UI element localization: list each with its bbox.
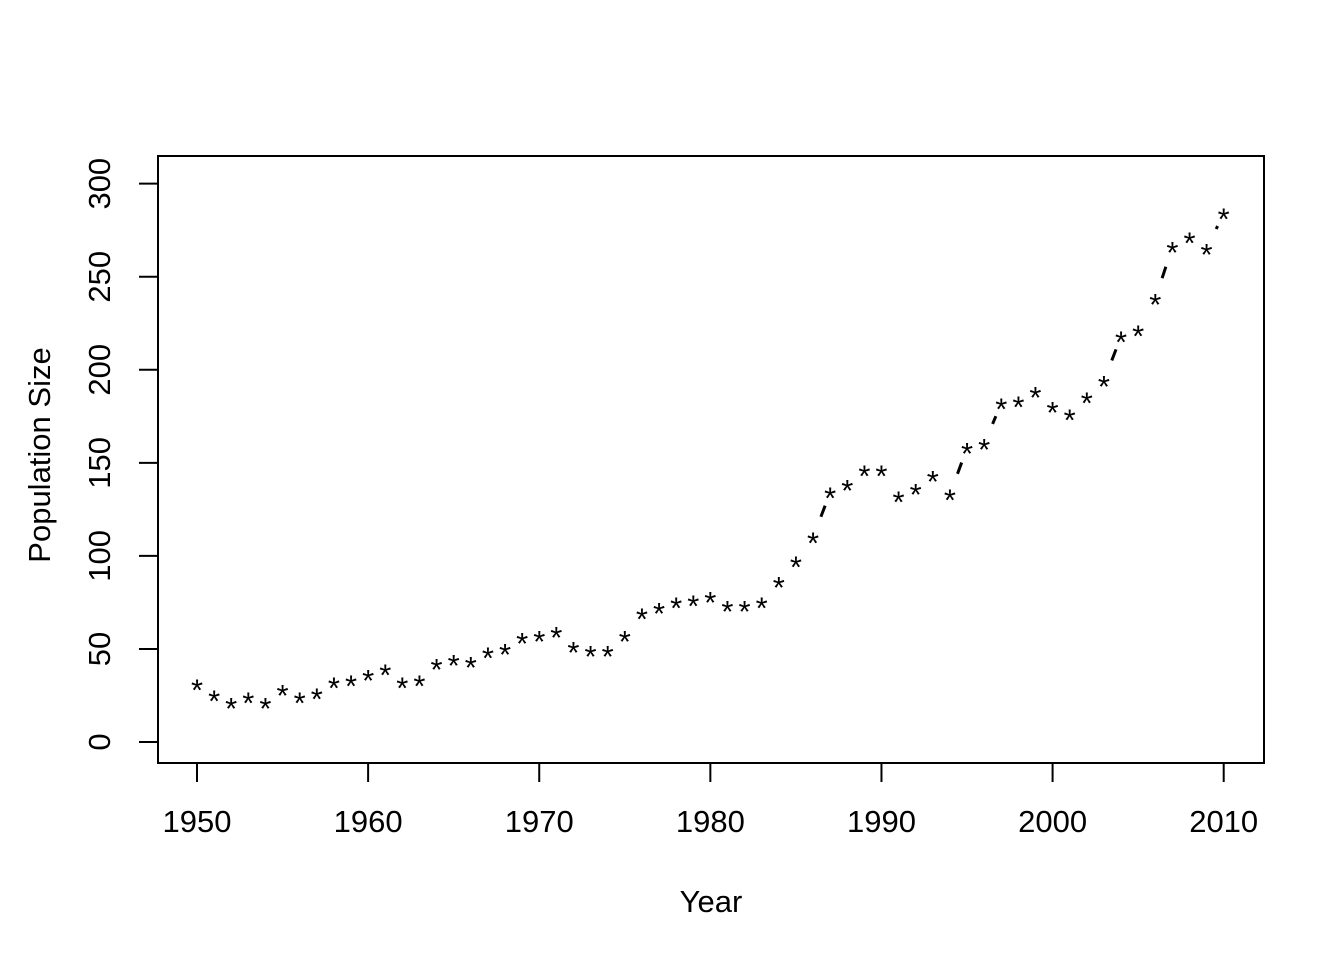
data-point-2001: *: [1064, 402, 1076, 437]
y-axis-ticks: [139, 182, 158, 743]
data-point-2008: *: [1183, 226, 1195, 261]
data-point-1959: *: [345, 669, 357, 704]
x-tick-label: 2000: [1018, 804, 1087, 839]
data-point-1973: *: [585, 639, 597, 674]
data-point-1991: *: [893, 484, 905, 519]
data-point-1961: *: [379, 657, 391, 692]
data-point-1968: *: [499, 637, 511, 672]
y-tick-label: 150: [82, 437, 117, 489]
y-tick-label: 300: [82, 158, 117, 210]
data-point-2004: *: [1115, 324, 1127, 359]
data-point-1989: *: [858, 458, 870, 493]
data-point-2007: *: [1166, 235, 1178, 270]
data-point-1962: *: [396, 670, 408, 705]
data-point-1970: *: [533, 624, 545, 659]
data-point-1954: *: [259, 691, 271, 726]
data-point-1990: *: [875, 458, 887, 493]
y-axis-title: Population Size: [22, 347, 57, 562]
data-point-1993: *: [927, 464, 939, 499]
plot-box: [157, 155, 1265, 764]
y-tick-label: 200: [82, 344, 117, 396]
x-tick-label: 1950: [163, 804, 232, 839]
data-point-1977: *: [653, 596, 665, 631]
data-point-1999: *: [1029, 380, 1041, 415]
line-segment: [816, 505, 827, 525]
data-point-1981: *: [721, 594, 733, 629]
x-tick-label: 1960: [334, 804, 403, 839]
data-point-1987: *: [824, 481, 836, 516]
data-point-1976: *: [636, 602, 648, 637]
data-point-1988: *: [841, 473, 853, 508]
line-segment: [1107, 348, 1118, 369]
data-point-2003: *: [1098, 369, 1110, 404]
line-segment: [1211, 225, 1219, 237]
data-point-1957: *: [311, 682, 323, 717]
data-point-1963: *: [413, 669, 425, 704]
y-tick-label: 100: [82, 530, 117, 582]
data-point-1983: *: [756, 590, 768, 625]
dashed-line-segments: [816, 225, 1219, 525]
data-point-1967: *: [482, 641, 494, 676]
data-point-2006: *: [1149, 287, 1161, 322]
x-tick-label: 1980: [676, 804, 745, 839]
data-point-2000: *: [1047, 395, 1059, 430]
data-point-1975: *: [619, 624, 631, 659]
data-point-2010: *: [1218, 201, 1230, 236]
data-point-1965: *: [448, 648, 460, 683]
data-point-1985: *: [790, 549, 802, 584]
data-point-1994: *: [944, 482, 956, 517]
data-point-1980: *: [704, 585, 716, 620]
data-point-1984: *: [773, 570, 785, 605]
data-point-1972: *: [567, 635, 579, 670]
x-axis-ticks: [196, 763, 1225, 782]
data-point-1992: *: [910, 477, 922, 512]
data-point-1979: *: [687, 589, 699, 624]
x-axis-title: Year: [680, 884, 743, 919]
data-point-1951: *: [208, 683, 220, 718]
data-point-2009: *: [1201, 237, 1213, 272]
data-point-1969: *: [516, 626, 528, 661]
y-tick-label: 0: [82, 733, 117, 750]
x-tick-label: 1990: [847, 804, 916, 839]
y-tick-label: 50: [82, 632, 117, 666]
data-point-1971: *: [550, 620, 562, 655]
data-point-1982: *: [739, 594, 751, 629]
data-point-1950: *: [191, 672, 203, 707]
line-segment: [1158, 259, 1170, 287]
data-point-1996: *: [978, 432, 990, 467]
data-points: * * * * * * * * * * * * * * * * * * * * * * * * * ** * * * * * * ***** * *…: [191, 201, 1230, 725]
data-point-1966: *: [465, 650, 477, 685]
y-axis-tick-labels: 0 50 100 150 200 250 300: [82, 158, 117, 751]
data-point-1998: *: [1012, 389, 1024, 424]
data-point-2002: *: [1081, 386, 1093, 421]
data-point-1974: *: [602, 639, 614, 674]
data-point-1958: *: [328, 670, 340, 705]
data-point-1952: *: [225, 691, 237, 726]
x-axis-tick-labels: 1950 1960 1970 1980 1990 2000 2010: [163, 804, 1259, 839]
data-point-1953: *: [242, 685, 254, 720]
line-segment: [953, 460, 964, 482]
data-point-2005: *: [1132, 319, 1144, 354]
line-segment: [988, 415, 998, 432]
data-point-1978: *: [670, 590, 682, 625]
data-point-1995: *: [961, 436, 973, 471]
x-tick-label: 2010: [1189, 804, 1258, 839]
y-tick-label: 250: [82, 251, 117, 303]
data-point-1955: *: [277, 678, 289, 713]
data-point-1960: *: [362, 663, 374, 698]
data-point-1997: *: [995, 391, 1007, 426]
data-point-1986: *: [807, 525, 819, 560]
x-tick-label: 1970: [505, 804, 574, 839]
data-point-1964: *: [431, 652, 443, 687]
data-point-1956: *: [294, 685, 306, 720]
